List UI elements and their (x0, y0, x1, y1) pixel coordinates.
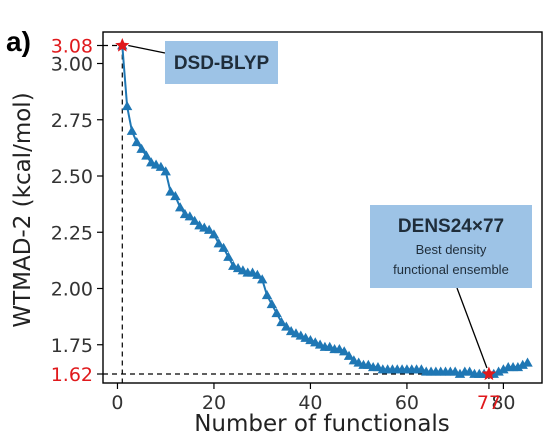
panel-label: a) (6, 26, 31, 57)
data-point-marker (218, 242, 229, 252)
y-tick-label: 2.75 (51, 110, 93, 132)
data-point-marker (276, 317, 287, 327)
callout-subtitle-dens24: functional ensemble (393, 262, 509, 277)
highlight-star-first (115, 38, 130, 52)
callout-title-dsd-blyp: DSD-BLYP (174, 53, 270, 74)
callout-box-dsd-blyp (165, 41, 278, 84)
data-point-marker (126, 125, 138, 135)
x-tick-label: 0 (111, 392, 123, 414)
data-point-marker (165, 186, 176, 196)
x-axis-label: Number of functionals (194, 411, 450, 437)
callouts: DSD-BLYP DENS24×77 Best density functional … (128, 41, 532, 369)
data-point-marker (261, 290, 273, 300)
data-point-marker (343, 350, 355, 360)
data-point-marker (266, 299, 278, 309)
x-tick-label: 20 (202, 392, 226, 414)
plot-frame (102, 31, 543, 384)
highlight-star-best (481, 366, 497, 381)
y-axis-ticks: 1.75 2.00 2.25 2.50 2.75 3.003.08 1.62 (51, 36, 103, 386)
data-point-marker (136, 143, 147, 153)
data-point-marker (339, 346, 350, 356)
data-point-marker (160, 166, 171, 176)
x-tick-label: 40 (298, 392, 322, 414)
y-tick-label: 2.50 (51, 166, 93, 188)
y-highlight-label: 3.08 (51, 36, 93, 58)
data-point-marker (170, 191, 181, 201)
data-point-marker (281, 321, 292, 331)
callout-subtitle-dens24: Best density (416, 242, 487, 257)
data-point-marker (121, 101, 133, 111)
data-point-marker (131, 137, 142, 147)
y-tick-label: 2.00 (51, 279, 93, 301)
data-point-marker (256, 274, 268, 284)
data-point-marker (174, 202, 186, 212)
data-point-marker (203, 224, 215, 234)
plot-axes (102, 31, 543, 384)
callout-pointer-dsd-blyp (128, 44, 166, 54)
data-point-marker (141, 150, 152, 160)
x-highlight-label: 77 (477, 392, 501, 414)
data-point-marker (208, 229, 220, 239)
data-point-marker (271, 308, 282, 318)
data-point-marker (155, 161, 167, 171)
y-tick-label: 3.00 (51, 54, 93, 76)
y-axis-label: WTMAD-2 (kcal/mol) (10, 92, 36, 327)
highlight-stars (115, 38, 497, 381)
y-tick-label: 1.75 (51, 335, 93, 357)
x-tick-label: 80 (491, 392, 515, 414)
callout-pointer-dens24 (456, 287, 488, 369)
callout-title-dens24: DENS24×77 (398, 216, 504, 237)
data-point-marker (252, 269, 263, 279)
x-tick-label: 60 (395, 392, 419, 414)
data-point-marker (223, 251, 234, 261)
data-point-marker (189, 215, 200, 225)
data-point-marker (213, 238, 224, 248)
data-point-marker (522, 357, 533, 367)
data-point-marker (184, 211, 196, 221)
y-tick-label: 2.25 (51, 222, 93, 244)
callout-box-dens24 (370, 205, 532, 288)
y-highlight-label: 1.62 (51, 364, 93, 386)
